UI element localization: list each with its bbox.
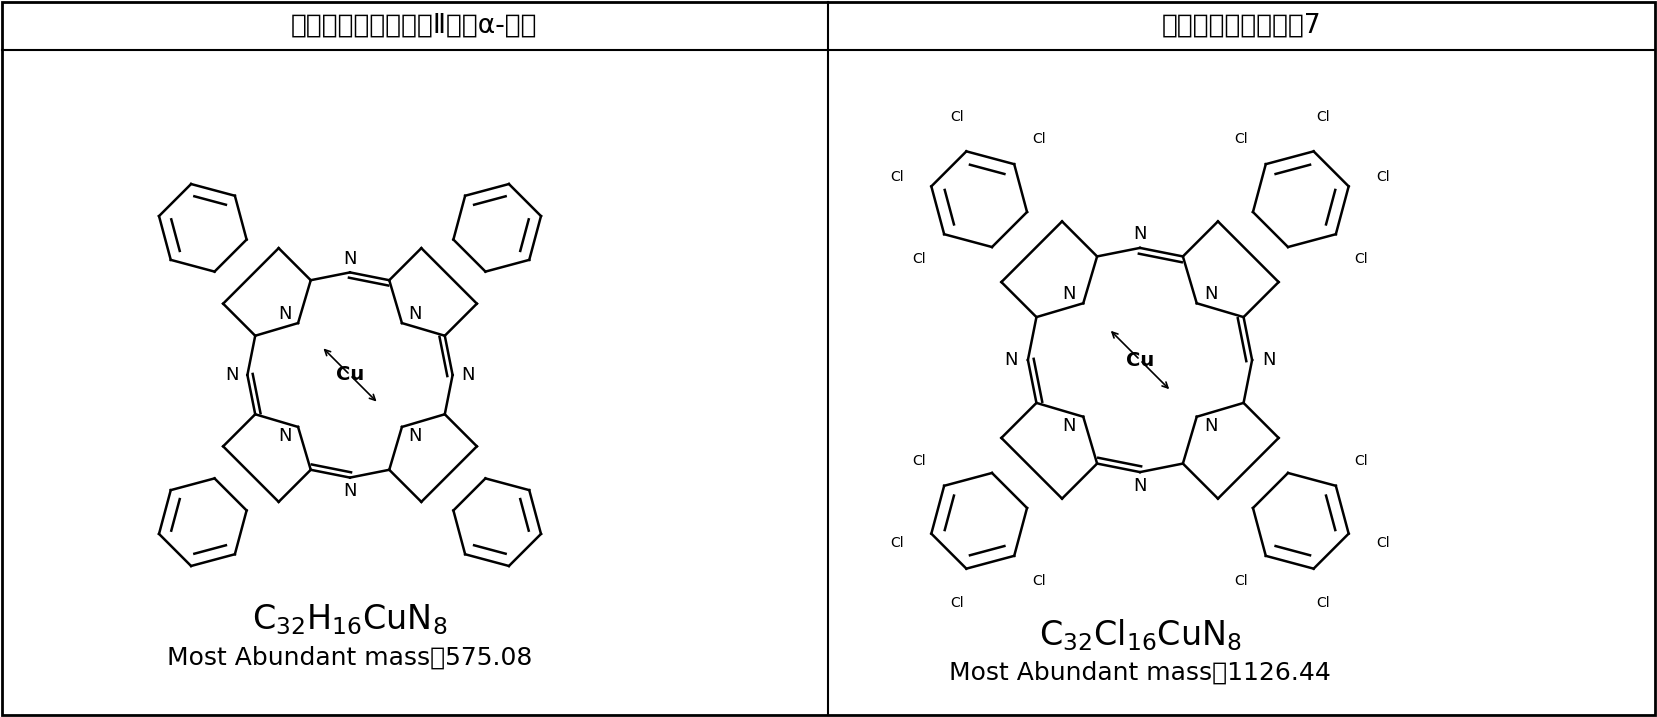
Text: Cl: Cl — [1354, 252, 1367, 266]
Text: N: N — [1205, 285, 1218, 303]
Text: ピグメントグリーン7: ピグメントグリーン7 — [1162, 13, 1322, 39]
Text: N: N — [1062, 417, 1075, 435]
Text: Cl: Cl — [951, 596, 964, 610]
Text: Cl: Cl — [1032, 132, 1046, 146]
Text: Most Abundant mass：575.08: Most Abundant mass：575.08 — [167, 646, 532, 670]
Text: N: N — [1133, 224, 1147, 243]
Text: Cl: Cl — [1316, 110, 1329, 124]
Text: N: N — [278, 305, 292, 323]
Text: Cl: Cl — [890, 536, 905, 550]
Text: Cl: Cl — [1234, 132, 1248, 146]
Text: Cl: Cl — [1316, 596, 1329, 610]
Text: Cl: Cl — [1032, 574, 1046, 588]
Text: $\mathregular{C_{32}H_{16}CuN_8}$: $\mathregular{C_{32}H_{16}CuN_8}$ — [252, 603, 447, 637]
Text: Most Abundant mass：1126.44: Most Abundant mass：1126.44 — [949, 661, 1331, 685]
Text: $\mathregular{C_{32}Cl_{16}CuN_8}$: $\mathregular{C_{32}Cl_{16}CuN_8}$ — [1039, 617, 1241, 653]
Text: Cl: Cl — [913, 454, 926, 467]
Text: Cl: Cl — [1354, 454, 1367, 467]
Text: N: N — [408, 305, 421, 323]
Text: N: N — [1004, 351, 1017, 369]
Text: N: N — [1205, 417, 1218, 435]
Text: N: N — [278, 427, 292, 445]
Text: Cl: Cl — [913, 252, 926, 266]
Text: Cl: Cl — [1375, 170, 1390, 184]
Text: N: N — [343, 250, 356, 268]
Text: フタロシアニン銅（Ⅱ）（α-型）: フタロシアニン銅（Ⅱ）（α-型） — [290, 13, 537, 39]
Text: Cu: Cu — [1125, 351, 1155, 369]
Text: Cu: Cu — [336, 366, 365, 384]
Text: Cl: Cl — [890, 170, 905, 184]
Text: N: N — [343, 482, 356, 500]
Text: Cl: Cl — [1234, 574, 1248, 588]
Text: N: N — [461, 366, 474, 384]
Text: N: N — [1062, 285, 1075, 303]
Text: N: N — [408, 427, 421, 445]
Text: N: N — [225, 366, 239, 384]
Text: Cl: Cl — [951, 110, 964, 124]
Text: N: N — [1133, 478, 1147, 495]
Text: N: N — [1263, 351, 1276, 369]
Text: Cl: Cl — [1375, 536, 1390, 550]
